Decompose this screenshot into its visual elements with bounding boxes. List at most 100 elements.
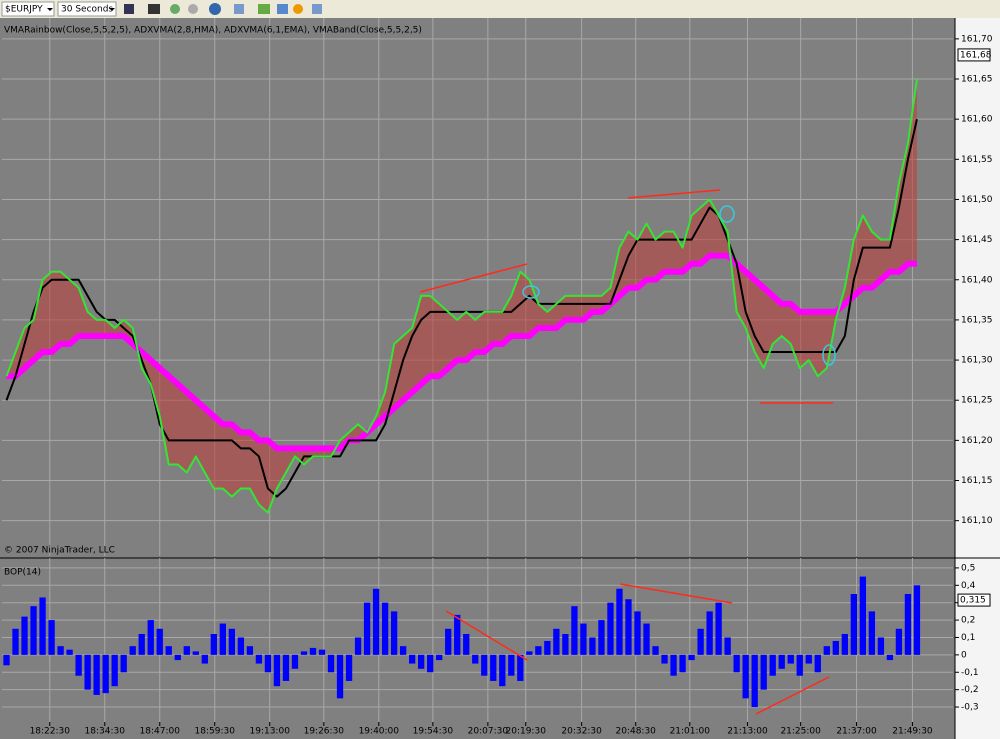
bar <box>787 654 794 664</box>
bar <box>751 654 758 708</box>
bar <box>661 654 668 664</box>
dropdown-arrow <box>47 8 53 11</box>
x-tick-label: 21:37:00 <box>836 727 877 737</box>
bar <box>571 606 578 655</box>
instrument-select[interactable] <box>1 1 55 17</box>
x-tick-label: 20:19:30 <box>506 727 547 737</box>
bar <box>526 651 533 655</box>
y-tick-label: 0,5 <box>961 563 975 573</box>
bar <box>174 654 181 661</box>
bar <box>336 654 344 699</box>
bar <box>598 620 605 655</box>
bar <box>445 628 452 655</box>
y-tick-label: 161,45 <box>961 235 993 245</box>
last-value-label: 161,68 <box>960 50 992 60</box>
bar <box>3 654 10 666</box>
bar <box>354 637 362 655</box>
bar <box>535 646 542 655</box>
bar <box>643 623 650 655</box>
bar <box>273 654 281 687</box>
period: 30 Seconds <box>61 5 113 15</box>
x-tick-label: 21:13:00 <box>727 727 768 737</box>
last-value-tag <box>957 48 991 62</box>
x-tick-label: 18:59:30 <box>195 727 236 737</box>
y-tick-label: 161,10 <box>961 516 993 526</box>
bar <box>381 602 389 655</box>
y-tick-label: 161,15 <box>961 476 993 486</box>
bar <box>472 654 479 664</box>
period-select[interactable] <box>57 1 117 17</box>
bar <box>75 654 82 676</box>
bar <box>246 646 254 655</box>
bar <box>805 654 812 664</box>
last-value-tag <box>957 593 991 607</box>
panel-title: BOP(14) <box>4 568 41 578</box>
toolbar <box>0 0 1000 18</box>
x-tick-label: 21:01:00 <box>670 727 711 737</box>
trend-line <box>755 676 830 715</box>
bar <box>823 646 830 655</box>
bar <box>300 651 308 655</box>
bar <box>165 646 172 655</box>
x-tick-label: 20:48:30 <box>615 727 656 737</box>
y-tick-label: 0,1 <box>961 633 975 643</box>
bar <box>706 611 713 655</box>
x-tick-label: 20:07:30 <box>468 727 509 737</box>
bar <box>742 654 749 699</box>
bar <box>499 654 506 687</box>
bar <box>733 654 740 673</box>
bar <box>147 620 154 655</box>
y-tick-label: -0,2 <box>961 685 979 695</box>
bar <box>481 654 488 676</box>
bar <box>607 602 614 655</box>
x-tick-label: 21:49:30 <box>892 727 933 737</box>
toolbar-icons[interactable] <box>124 3 322 15</box>
series-line <box>5 118 918 498</box>
bar <box>399 646 407 655</box>
bar <box>255 654 263 664</box>
bar <box>562 634 569 655</box>
bar <box>138 634 145 655</box>
bar <box>814 654 821 673</box>
x-tick-label: 19:26:30 <box>304 727 345 737</box>
bar <box>309 647 317 655</box>
bar <box>12 628 19 655</box>
trend-line <box>619 583 733 604</box>
bar <box>84 654 91 690</box>
bar <box>93 654 100 695</box>
x-tick-label: 19:54:30 <box>413 727 454 737</box>
bar <box>886 654 894 661</box>
bar <box>679 654 686 673</box>
bar <box>156 628 163 655</box>
bar <box>589 637 596 655</box>
bar <box>372 588 380 655</box>
y-tick-label: 161,50 <box>961 195 993 205</box>
bar <box>850 594 857 655</box>
bar <box>868 611 876 655</box>
bar <box>318 649 326 655</box>
y-tick-label: 161,60 <box>961 115 993 125</box>
indicator-label: VMARainbow(Close,5,5,2,5), ADXVMA(2,8,HM… <box>4 26 422 36</box>
bar <box>427 654 434 673</box>
bar <box>778 654 785 669</box>
bar <box>228 628 236 655</box>
bar <box>904 594 912 655</box>
bar <box>760 654 767 690</box>
y-tick-label: 161,30 <box>961 356 993 366</box>
bar <box>895 628 903 655</box>
bar <box>111 654 118 687</box>
bar <box>120 654 127 673</box>
instrument: $EURJPY <box>5 5 43 15</box>
marker-circle <box>522 285 540 299</box>
x-tick-label: 18:47:00 <box>140 727 181 737</box>
bar <box>436 654 443 661</box>
series-line <box>5 78 918 514</box>
bar <box>688 654 695 661</box>
bar <box>715 602 722 655</box>
bar <box>796 654 803 676</box>
last-value-label: 0,315 <box>960 596 986 606</box>
bar <box>517 654 524 681</box>
bar <box>183 646 190 655</box>
bar <box>408 654 416 664</box>
